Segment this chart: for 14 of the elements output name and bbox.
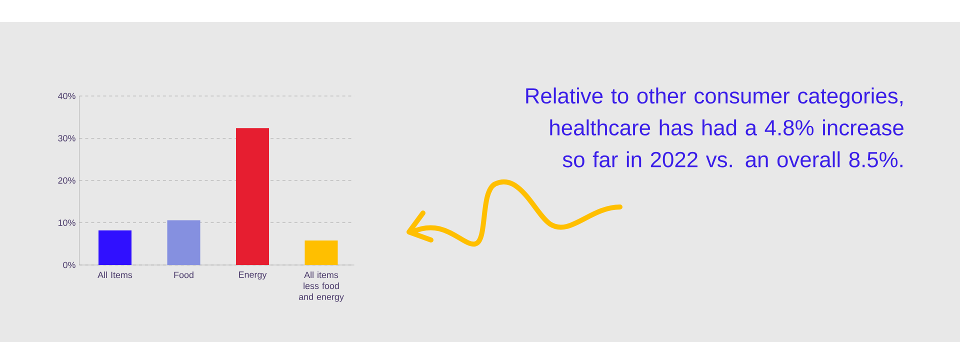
x-tick-label: Energy [239, 272, 267, 280]
bar [98, 230, 132, 265]
text: Relative to other consumer categories, healthcare has had a 4.8% increase so far in 2022 vs. an overall 8.5%. [526, 88, 904, 168]
x-tick-label: Food [174, 272, 194, 278]
x-tick-label: All Items [98, 272, 132, 278]
bar [304, 240, 338, 265]
y-tick-label: 0% [63, 262, 76, 268]
bar [236, 128, 270, 265]
y-tick-label: 10% [58, 220, 76, 226]
y-tick-label: 30% [58, 135, 76, 142]
x-tick-label: All items less food and energy [298, 272, 344, 302]
y-tick-label: 40% [58, 92, 76, 100]
y-tick-label: 20% [58, 177, 76, 184]
bar [167, 220, 200, 265]
